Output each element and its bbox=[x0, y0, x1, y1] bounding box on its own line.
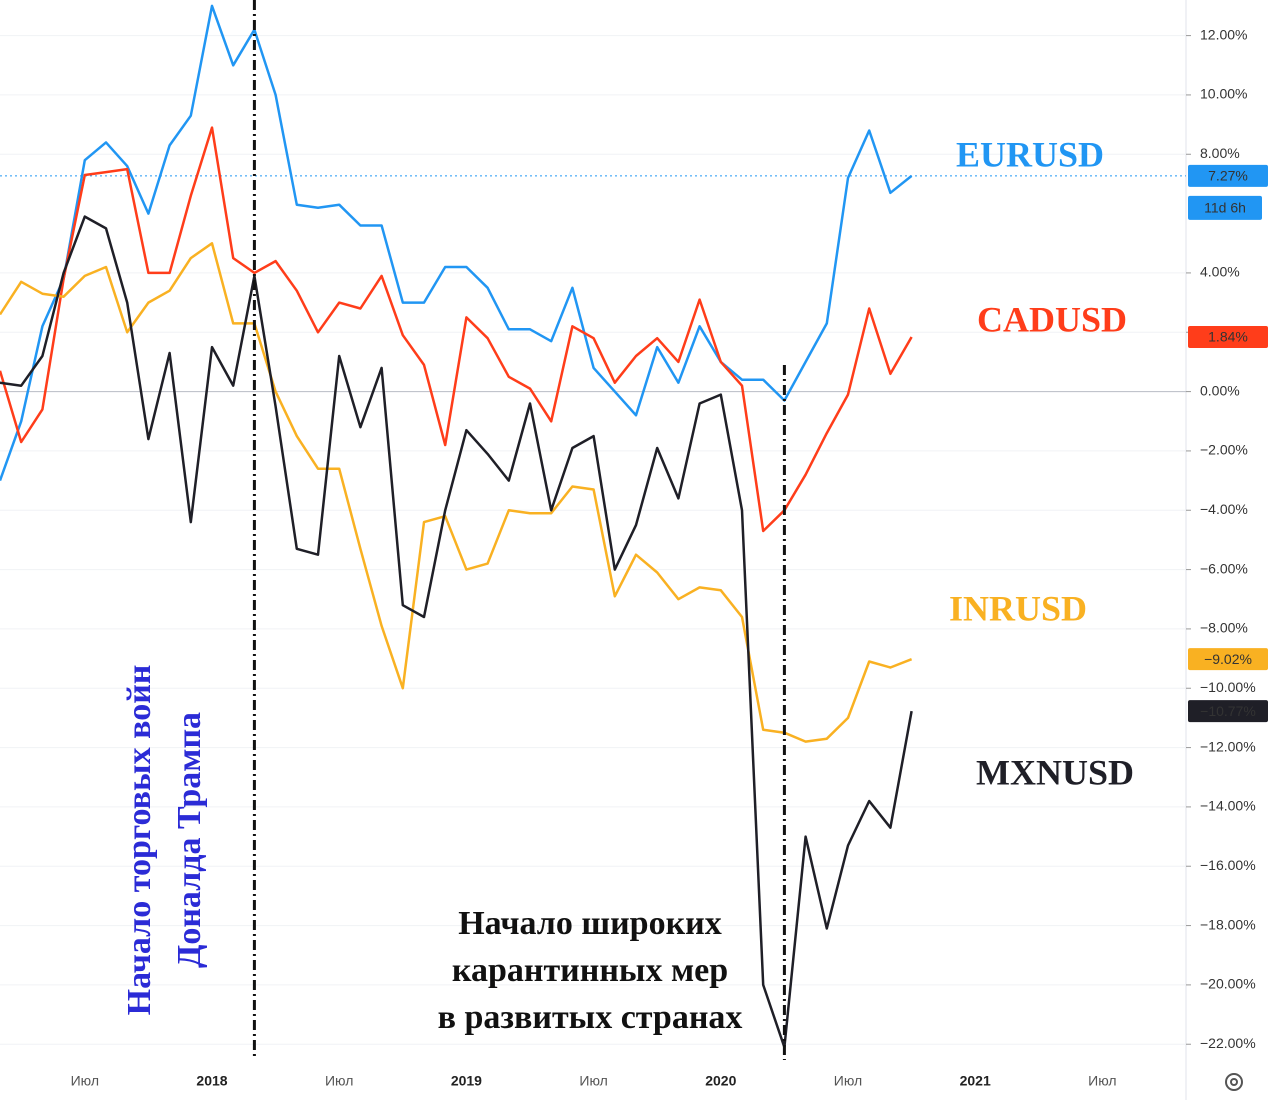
y-tick-label: 8.00% bbox=[1200, 145, 1240, 161]
annotation-text: Начало широких bbox=[458, 905, 722, 942]
series-label: CADUSD bbox=[977, 299, 1127, 339]
y-tick-label: 0.00% bbox=[1200, 382, 1240, 398]
series-label: MXNUSD bbox=[976, 752, 1134, 792]
y-tick-label: −6.00% bbox=[1200, 560, 1248, 576]
annotation-text: Доналда Трампа bbox=[171, 712, 208, 968]
y-tick-label: −4.00% bbox=[1200, 501, 1248, 517]
y-tick-label: −16.00% bbox=[1200, 857, 1256, 873]
price-tag-label: 1.84% bbox=[1208, 329, 1248, 345]
countdown-label: 11d 6h bbox=[1204, 200, 1246, 216]
x-tick-label: Июл bbox=[71, 1073, 99, 1089]
annotation: Начало торговых войн Доналда Трампа bbox=[121, 0, 256, 1060]
x-tick-label: Июл bbox=[834, 1073, 862, 1089]
y-tick-label: 12.00% bbox=[1200, 26, 1247, 42]
y-tick-label: 10.00% bbox=[1200, 86, 1247, 102]
countdown-tag bbox=[1188, 195, 1262, 220]
x-tick-label: 2018 bbox=[196, 1073, 227, 1089]
gear-ring bbox=[1225, 1073, 1243, 1091]
x-tick-label: Июл bbox=[325, 1073, 353, 1089]
series-line bbox=[0, 215, 913, 1049]
annotation-text: в развитых странах bbox=[438, 999, 743, 1036]
settings-icon[interactable] bbox=[1225, 1073, 1243, 1091]
series-label: INRUSD bbox=[949, 588, 1087, 628]
plot bbox=[0, 4, 1186, 1049]
x-tick-label: 2019 bbox=[451, 1073, 482, 1089]
price-tag bbox=[1188, 164, 1268, 187]
series-line bbox=[0, 242, 913, 743]
annotation-text: Начало торговых войн bbox=[121, 665, 158, 1016]
series-line bbox=[0, 4, 913, 482]
series-label: EURUSD bbox=[956, 134, 1104, 174]
price-tag-label: −9.02% bbox=[1204, 651, 1252, 667]
gear-hub bbox=[1230, 1078, 1238, 1086]
series-line bbox=[0, 126, 913, 533]
x-tick-label: 2020 bbox=[705, 1073, 736, 1089]
price-tag-label: −10.77% bbox=[1200, 703, 1256, 719]
annotation-text: карантинных мер bbox=[452, 952, 728, 989]
x-tick-label: Июл bbox=[1088, 1073, 1116, 1089]
y-tick-label: −12.00% bbox=[1200, 738, 1256, 754]
x-tick-label: Июл bbox=[579, 1073, 607, 1089]
price-tag bbox=[1188, 326, 1268, 349]
y-tick-label: −10.00% bbox=[1200, 679, 1256, 695]
y-tick-label: −14.00% bbox=[1200, 798, 1256, 814]
price-tag bbox=[1188, 648, 1268, 671]
y-tick-label: −22.00% bbox=[1200, 1035, 1256, 1051]
y-tick-label: −8.00% bbox=[1200, 620, 1248, 636]
price-tag bbox=[1188, 700, 1268, 723]
price-tag-label: 7.27% bbox=[1208, 168, 1248, 184]
y-tick-label: −18.00% bbox=[1200, 916, 1256, 932]
x-tick-label: 2021 bbox=[960, 1073, 991, 1089]
annotation: Начало широких карантинных мер в развитых … bbox=[438, 365, 786, 1060]
y-tick-label: −2.00% bbox=[1200, 442, 1248, 458]
y-tick-label: 4.00% bbox=[1200, 264, 1240, 280]
y-tick-label: −20.00% bbox=[1200, 976, 1256, 992]
